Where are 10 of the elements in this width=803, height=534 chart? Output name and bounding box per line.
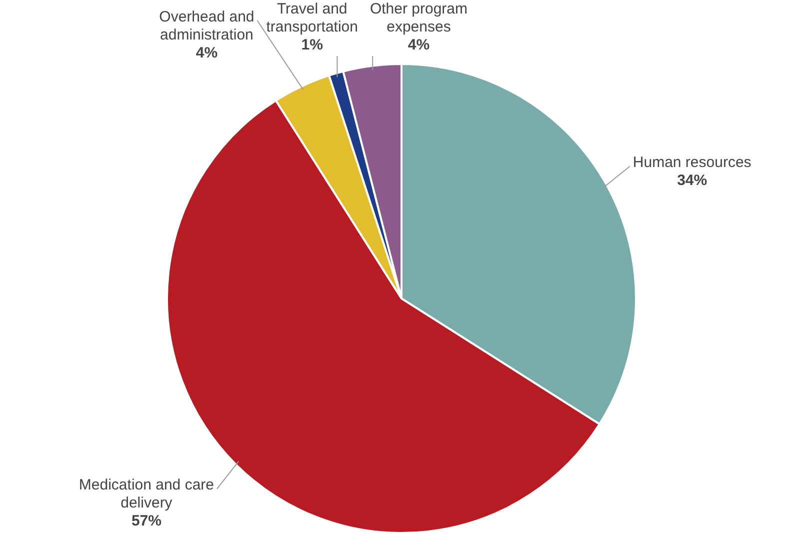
- data-label: 4%: [196, 44, 218, 62]
- data-label: 34%: [677, 172, 708, 190]
- slice-label: Human resources: [632, 154, 752, 172]
- slice-label: Overhead and administration: [159, 8, 254, 44]
- slice-label: Other program expenses: [370, 0, 468, 36]
- slice-label: Travel and transportation: [266, 0, 358, 36]
- data-label: 4%: [408, 36, 430, 54]
- data-label: 1%: [301, 36, 323, 54]
- data-label: 57%: [131, 512, 162, 530]
- slice-label: Medication and care delivery: [78, 476, 214, 512]
